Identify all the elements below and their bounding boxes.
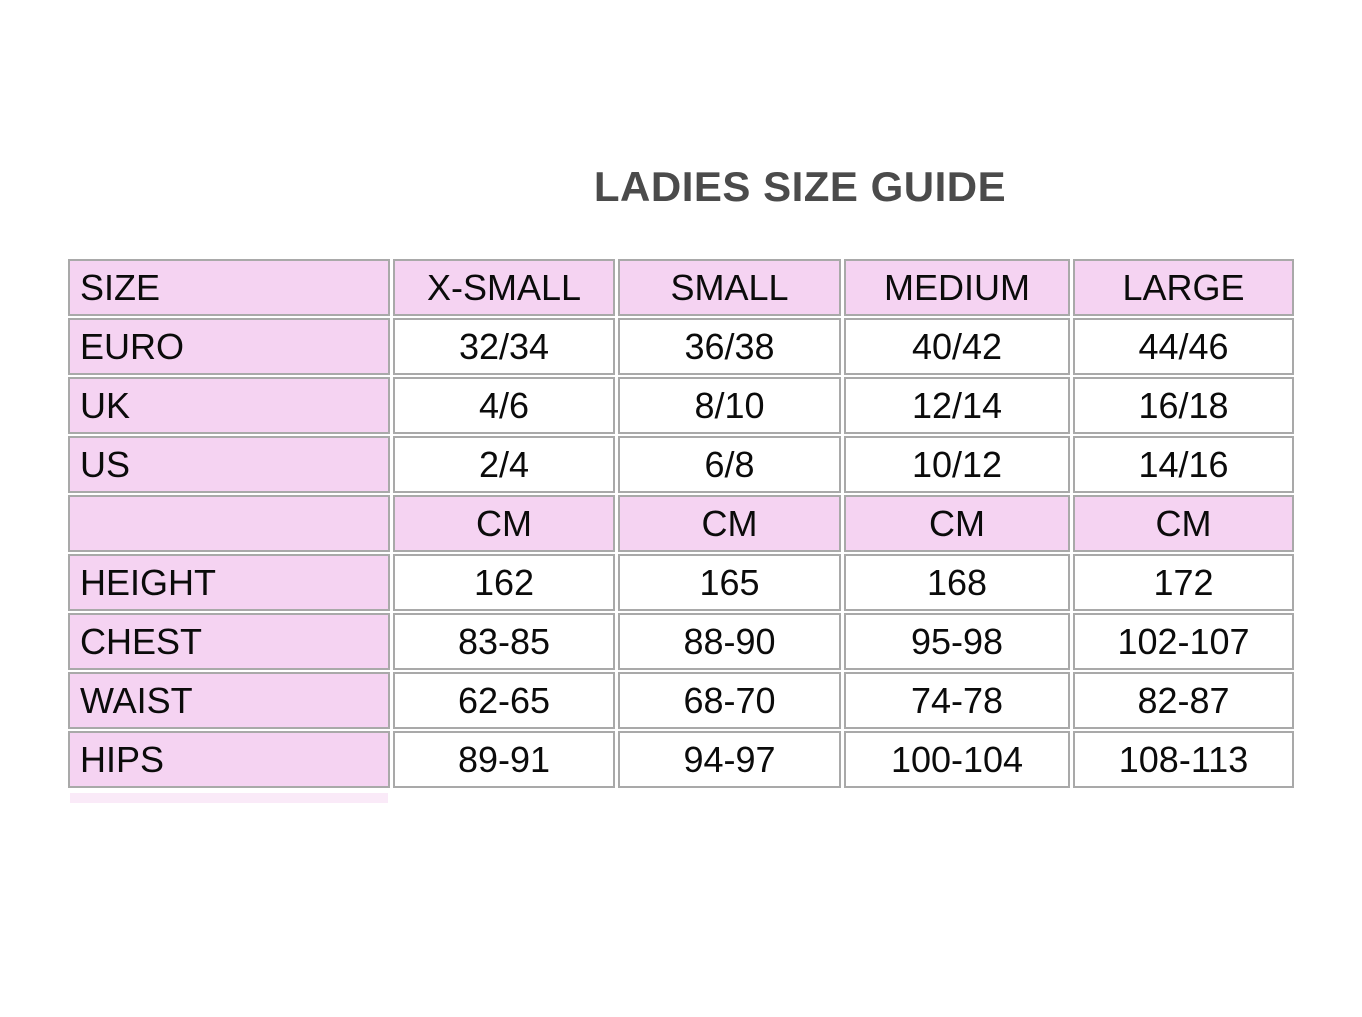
header-row: SIZE X-SMALL SMALL MEDIUM LARGE [68, 259, 1294, 316]
row-label: WAIST [68, 672, 390, 729]
table-cell: 168 [844, 554, 1070, 611]
unit-cell: CM [1073, 495, 1294, 552]
table-cell: 6/8 [618, 436, 841, 493]
row-label-empty [68, 495, 390, 552]
table-cell: 68-70 [618, 672, 841, 729]
table-cell: 88-90 [618, 613, 841, 670]
table-cell: 4/6 [393, 377, 615, 434]
table-cell: 62-65 [393, 672, 615, 729]
column-header-x-small: X-SMALL [393, 259, 615, 316]
table-cell: 44/46 [1073, 318, 1294, 375]
column-header-medium: MEDIUM [844, 259, 1070, 316]
unit-cell: CM [618, 495, 841, 552]
table-row-us: US 2/4 6/8 10/12 14/16 [68, 436, 1294, 493]
table-cell: 40/42 [844, 318, 1070, 375]
column-header-large: LARGE [1073, 259, 1294, 316]
row-label: US [68, 436, 390, 493]
table-cell: 12/14 [844, 377, 1070, 434]
column-header-size: SIZE [68, 259, 390, 316]
table-cell: 83-85 [393, 613, 615, 670]
row-label: UK [68, 377, 390, 434]
size-guide-table: SIZE X-SMALL SMALL MEDIUM LARGE EURO 32/… [65, 257, 1297, 790]
table-cell: 32/34 [393, 318, 615, 375]
table-row-uk: UK 4/6 8/10 12/14 16/18 [68, 377, 1294, 434]
table-cell: 36/38 [618, 318, 841, 375]
unit-cell: CM [393, 495, 615, 552]
table-row-height: HEIGHT 162 165 168 172 [68, 554, 1294, 611]
table-row-chest: CHEST 83-85 88-90 95-98 102-107 [68, 613, 1294, 670]
table-cell: 100-104 [844, 731, 1070, 788]
table-cell: 8/10 [618, 377, 841, 434]
row-label: HIPS [68, 731, 390, 788]
table-cell: 16/18 [1073, 377, 1294, 434]
row-label: EURO [68, 318, 390, 375]
table-cell: 82-87 [1073, 672, 1294, 729]
unit-cell: CM [844, 495, 1070, 552]
table-cell: 162 [393, 554, 615, 611]
page-title: LADIES SIZE GUIDE [593, 163, 1007, 210]
table-cell: 165 [618, 554, 841, 611]
table-cell: 2/4 [393, 436, 615, 493]
table-row-hips: HIPS 89-91 94-97 100-104 108-113 [68, 731, 1294, 788]
bottom-partial-row-artifact [70, 793, 388, 803]
table-cell: 108-113 [1073, 731, 1294, 788]
table-row-units: CM CM CM CM [68, 495, 1294, 552]
table-cell: 89-91 [393, 731, 615, 788]
table-cell: 95-98 [844, 613, 1070, 670]
row-label: CHEST [68, 613, 390, 670]
column-header-small: SMALL [618, 259, 841, 316]
row-label: HEIGHT [68, 554, 390, 611]
table-cell: 172 [1073, 554, 1294, 611]
table-cell: 102-107 [1073, 613, 1294, 670]
table-cell: 94-97 [618, 731, 841, 788]
table-cell: 10/12 [844, 436, 1070, 493]
table-cell: 74-78 [844, 672, 1070, 729]
table-row-waist: WAIST 62-65 68-70 74-78 82-87 [68, 672, 1294, 729]
table-row-euro: EURO 32/34 36/38 40/42 44/46 [68, 318, 1294, 375]
table-cell: 14/16 [1073, 436, 1294, 493]
